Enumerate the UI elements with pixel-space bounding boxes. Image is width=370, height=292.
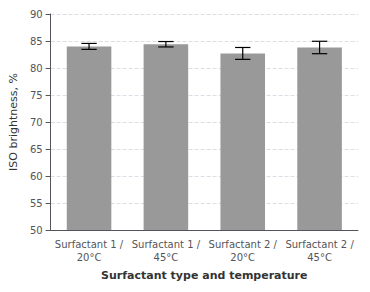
svg-text:55: 55 bbox=[30, 198, 43, 209]
svg-text:80: 80 bbox=[30, 63, 43, 74]
svg-text:50: 50 bbox=[30, 225, 43, 236]
svg-text:20°C: 20°C bbox=[230, 252, 255, 263]
svg-text:70: 70 bbox=[30, 117, 43, 128]
svg-text:Surfactant 2 /: Surfactant 2 / bbox=[285, 239, 354, 250]
svg-text:Surfactant type and temperatur: Surfactant type and temperature bbox=[101, 269, 307, 282]
svg-text:Surfactant 1 /: Surfactant 1 / bbox=[132, 239, 201, 250]
svg-text:65: 65 bbox=[30, 144, 43, 155]
svg-text:45°C: 45°C bbox=[154, 252, 179, 263]
svg-text:90: 90 bbox=[30, 9, 43, 20]
svg-text:85: 85 bbox=[30, 36, 43, 47]
svg-text:45°C: 45°C bbox=[307, 252, 332, 263]
svg-text:20°C: 20°C bbox=[77, 252, 102, 263]
svg-text:75: 75 bbox=[30, 90, 43, 101]
svg-text:Surfactant 2 /: Surfactant 2 / bbox=[209, 239, 278, 250]
svg-text:60: 60 bbox=[30, 171, 43, 182]
svg-text:Surfactant 1 /: Surfactant 1 / bbox=[55, 239, 124, 250]
svg-text:ISO brightness, %: ISO brightness, % bbox=[7, 73, 20, 171]
